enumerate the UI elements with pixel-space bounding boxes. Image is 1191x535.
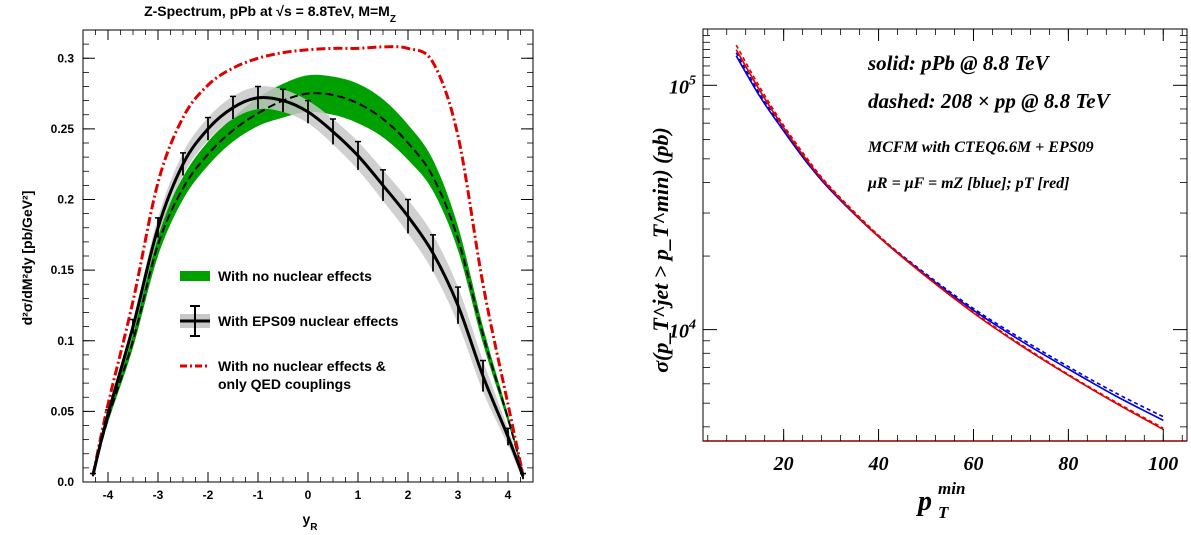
x-tick-label: 4 <box>505 488 512 502</box>
y-tick-label: 0.05 <box>51 404 75 418</box>
left-x-axis-label: yR <box>302 511 318 533</box>
y-tick-label: 105 <box>669 73 696 98</box>
legend-swatch-green <box>180 271 210 281</box>
right-y-axis-label: σ(p_T^jet > p_T^min) (pb) <box>648 127 673 373</box>
left-y-axis-label: d²σ/dM²dy [pb/GeV²] <box>19 191 35 326</box>
x-tick-label: -2 <box>203 488 214 502</box>
left-series-group <box>90 45 526 480</box>
legend-item-qed-1: With no nuclear effects & <box>218 358 386 374</box>
y-tick-label: 0.1 <box>57 334 74 348</box>
x-tick-label: -1 <box>253 488 264 502</box>
left-legend: With no nuclear effects With EPS09 nucle… <box>180 268 399 392</box>
legend-item-qed-2: only QED couplings <box>218 376 351 392</box>
y-tick-label: 0.2 <box>57 193 74 207</box>
x-tick-label: 0 <box>305 488 312 502</box>
x-tick-label: 40 <box>868 453 889 475</box>
annotation-dashed: dashed: 208 × pp @ 8.8 TeV <box>868 89 1112 113</box>
x-tick-label: -3 <box>153 488 164 502</box>
y-tick-label: 0.3 <box>57 51 74 65</box>
x-tick-label: 3 <box>455 488 462 502</box>
annotation-scales: μR = μF = mZ [blue]; pT [red] <box>867 175 1070 192</box>
right-axes-group: 20 40 60 80 100 104 105 <box>669 29 1187 475</box>
x-tick-label: 60 <box>963 453 983 475</box>
y-tick-label: 0.15 <box>51 263 75 277</box>
annotation-solid: solid: pPb @ 8.8 TeV <box>867 51 1051 75</box>
jet-series-line-3 <box>735 44 1164 429</box>
x-tick-label: -4 <box>103 488 114 502</box>
x-tick-label: 1 <box>355 488 362 502</box>
left-chart-title: Z-Spectrum, pPb at √s = 8.8TeV, M=MZ <box>144 3 396 25</box>
right-x-axis-label: p <box>916 486 932 517</box>
x-tick-label: 2 <box>405 488 412 502</box>
y-tick-label: 0.25 <box>51 122 75 136</box>
x-tick-label: 100 <box>1148 453 1178 475</box>
x-tick-label: 80 <box>1058 453 1078 475</box>
legend-item-no-nuclear: With no nuclear effects <box>218 268 372 284</box>
y-tick-label: 104 <box>669 318 696 343</box>
z-spectrum-chart: Z-Spectrum, pPb at √s = 8.8TeV, M=MZ -4-… <box>19 3 534 533</box>
qed-only-line <box>91 45 525 476</box>
right-x-axis-label-sub: T <box>938 503 949 522</box>
annotation-mcfm: MCFM with CTEQ6.6M + EPS09 <box>867 139 1094 156</box>
legend-item-eps09: With EPS09 nuclear effects <box>218 313 399 329</box>
no-nuclear-central-line <box>92 92 524 476</box>
left-axes-group: -4 -3 -2 -1 0 1 2 3 4 0.0 0.05 0.1 0.15 0.2 0.25 0.3 <box>51 30 534 502</box>
jet-cross-section-chart: 20 40 60 80 100 104 105 solid: pPb @ 8.8 TeV d… <box>648 28 1188 522</box>
right-series-group <box>735 44 1164 431</box>
x-tick-label: 20 <box>773 453 794 475</box>
right-x-axis-label-sup: min <box>938 479 965 498</box>
y-tick-label: 0.0 <box>57 475 74 489</box>
